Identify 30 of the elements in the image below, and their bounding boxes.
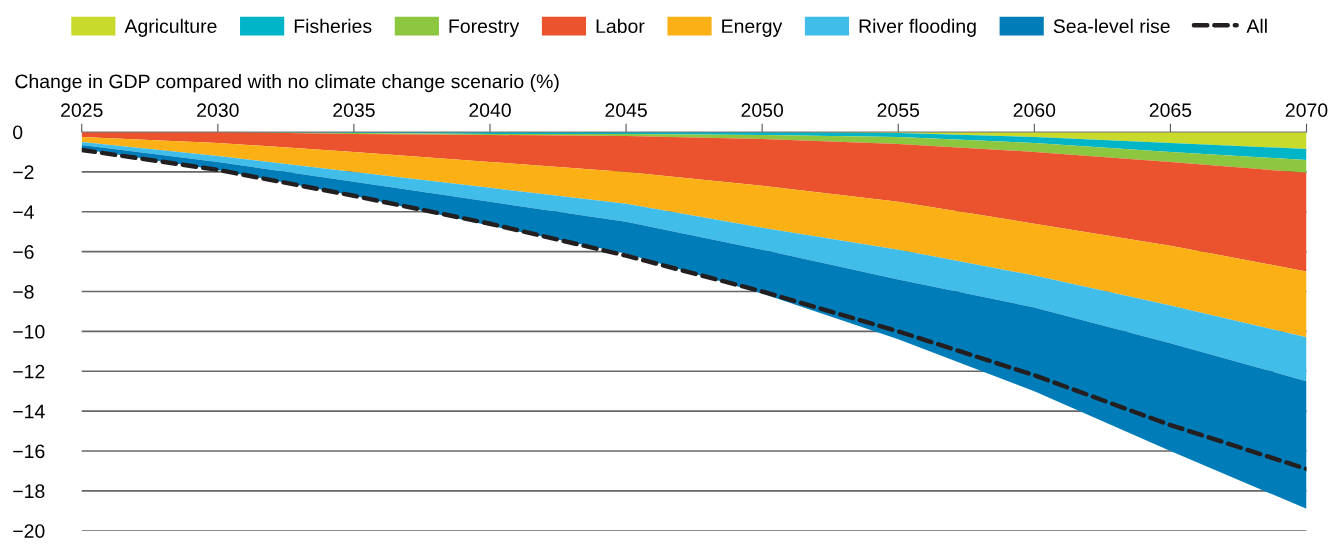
legend-label: Forestry xyxy=(449,19,520,37)
x-tick-label: 2035 xyxy=(333,103,375,118)
legend-label: Fisheries xyxy=(294,18,372,34)
x-tick-label: 2055 xyxy=(877,103,920,118)
legend-label: Sea-level rise xyxy=(1053,18,1170,34)
y-tick-label: −4 xyxy=(13,205,34,219)
x-tick-label: 2065 xyxy=(1149,103,1192,118)
y-tick-label: −18 xyxy=(13,484,45,499)
x-tick-label: 2070 xyxy=(1285,103,1328,118)
x-tick-label: 2045 xyxy=(605,103,647,118)
legend-label: Agriculture xyxy=(124,18,217,37)
x-tick-label: 2040 xyxy=(469,103,511,118)
legend-label: All xyxy=(1246,18,1267,33)
x-tick-label: 2050 xyxy=(741,103,784,118)
legend-label: Labor xyxy=(596,18,645,34)
y-tick-label: −6 xyxy=(13,245,34,259)
y-tick-label: −12 xyxy=(13,364,45,379)
y-axis-title: Change in GDP compared with no climate change scenario (%) xyxy=(15,74,559,93)
y-tick-label: −20 xyxy=(13,524,45,538)
x-tick-label: 2025 xyxy=(61,103,103,118)
y-tick-label: −10 xyxy=(13,324,45,339)
y-tick-label: −2 xyxy=(13,165,34,179)
legend-label: River flooding xyxy=(859,18,976,37)
x-tick-label: 2060 xyxy=(1013,103,1056,118)
legend-label: Energy xyxy=(722,19,783,37)
y-tick-label: −14 xyxy=(13,404,45,419)
y-tick-label: −16 xyxy=(13,444,45,459)
y-tick-label: 0 xyxy=(13,125,23,140)
x-tick-label: 2030 xyxy=(197,103,239,118)
y-tick-label: −8 xyxy=(13,284,34,299)
